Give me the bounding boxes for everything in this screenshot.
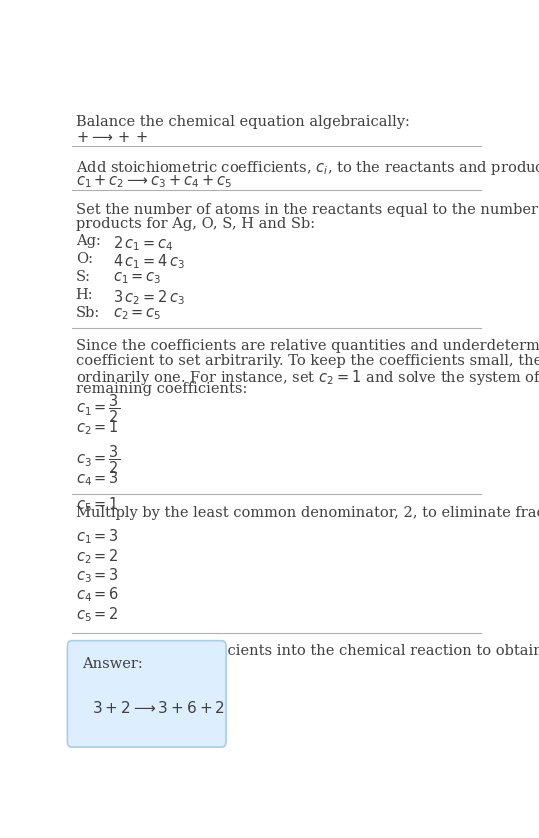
Text: $2\,c_1 = c_4$: $2\,c_1 = c_4$ [113,234,174,253]
FancyBboxPatch shape [67,640,226,747]
Text: Set the number of atoms in the reactants equal to the number of atoms in the: Set the number of atoms in the reactants… [75,203,539,216]
Text: $c_5 = 1$: $c_5 = 1$ [75,495,119,515]
Text: Balance the chemical equation algebraically:: Balance the chemical equation algebraica… [75,115,410,129]
Text: $3 + 2 \longrightarrow 3 + 6 + 2$: $3 + 2 \longrightarrow 3 + 6 + 2$ [93,701,225,716]
Text: $4\,c_1 = 4\,c_3$: $4\,c_1 = 4\,c_3$ [113,252,185,271]
Text: coefficient to set arbitrarily. To keep the coefficients small, the arbitrary va: coefficient to set arbitrarily. To keep … [75,354,539,368]
Text: ordinarily one. For instance, set $c_2 = 1$ and solve the system of equations fo: ordinarily one. For instance, set $c_2 =… [75,368,539,386]
Text: $+ \longrightarrow + +$: $+ \longrightarrow + +$ [75,130,148,145]
Text: $c_2 = c_5$: $c_2 = c_5$ [113,307,162,322]
Text: Add stoichiometric coefficients, $c_i$, to the reactants and products:: Add stoichiometric coefficients, $c_i$, … [75,158,539,177]
Text: products for Ag, O, S, H and Sb:: products for Ag, O, S, H and Sb: [75,217,315,230]
Text: H:: H: [75,288,93,303]
Text: $c_3 = \dfrac{3}{2}$: $c_3 = \dfrac{3}{2}$ [75,444,120,476]
Text: $c_2 = 1$: $c_2 = 1$ [75,418,119,437]
Text: Substitute the coefficients into the chemical reaction to obtain the balanced: Substitute the coefficients into the che… [75,644,539,658]
Text: $c_5 = 2$: $c_5 = 2$ [75,605,119,623]
Text: $c_4 = 3$: $c_4 = 3$ [75,469,119,489]
Text: Sb:: Sb: [75,307,100,320]
Text: $c_1 + c_2 \longrightarrow c_3 + c_4 + c_5$: $c_1 + c_2 \longrightarrow c_3 + c_4 + c… [75,173,232,189]
Text: $c_2 = 2$: $c_2 = 2$ [75,547,119,566]
Text: Answer:: Answer: [82,657,143,670]
Text: $c_1 = 3$: $c_1 = 3$ [75,528,119,546]
Text: $c_3 = 3$: $c_3 = 3$ [75,566,119,585]
Text: $c_1 = \dfrac{3}{2}$: $c_1 = \dfrac{3}{2}$ [75,392,120,425]
Text: Multiply by the least common denominator, 2, to eliminate fractional coefficient: Multiply by the least common denominator… [75,506,539,520]
Text: remaining coefficients:: remaining coefficients: [75,382,247,396]
Text: O:: O: [75,252,93,266]
Text: equation:: equation: [75,658,146,672]
Text: Since the coefficients are relative quantities and underdetermined, choose a: Since the coefficients are relative quan… [75,339,539,354]
Text: $c_1 = c_3$: $c_1 = c_3$ [113,271,162,286]
Text: Ag:: Ag: [75,234,101,248]
Text: S:: S: [75,271,91,284]
Text: $c_4 = 6$: $c_4 = 6$ [75,586,119,604]
Text: $3\,c_2 = 2\,c_3$: $3\,c_2 = 2\,c_3$ [113,288,185,307]
